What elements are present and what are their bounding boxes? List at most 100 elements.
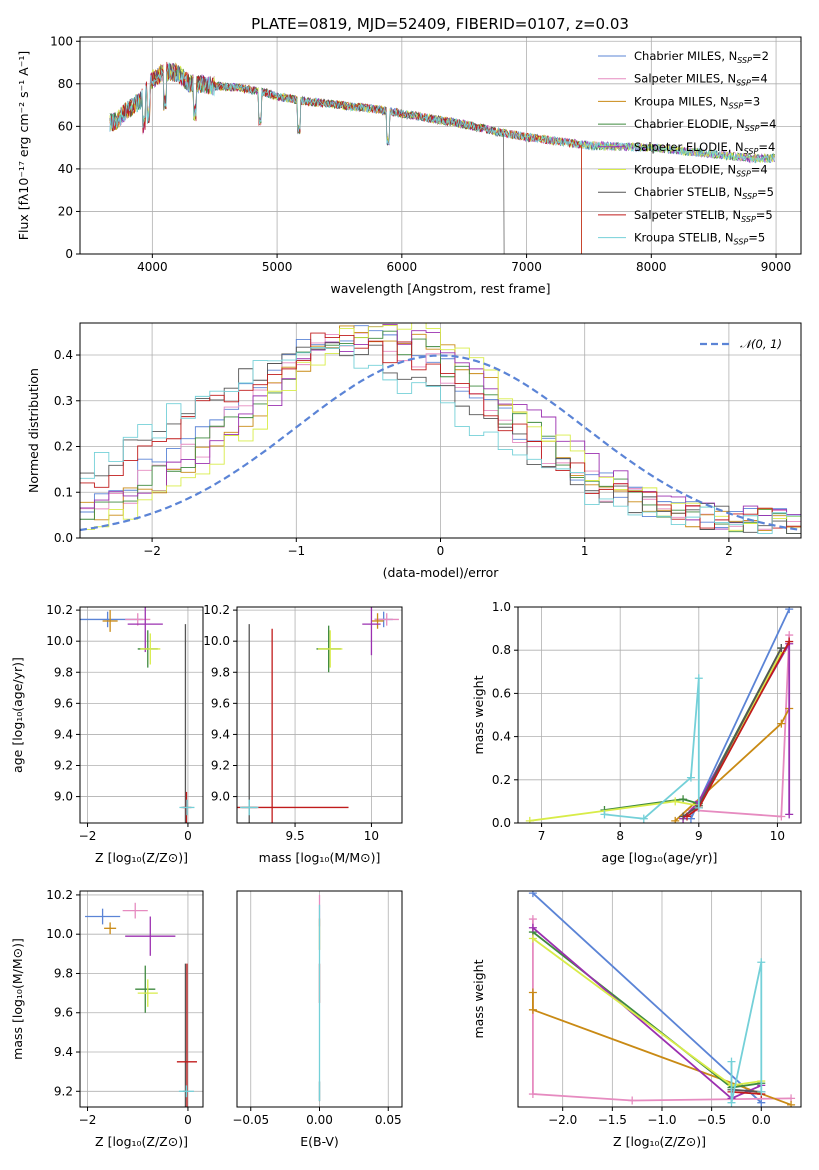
- panel-4: 9.5 10 9.0 9.2 9.4 9.6 9.8 10.0 10.2 mass [log₁₀(…: [203, 603, 403, 865]
- normal-reference-curve: [80, 354, 801, 532]
- plot-area: [80, 323, 801, 534]
- mass-weight-line: [532, 937, 762, 1087]
- x-tick-label: 0: [184, 829, 192, 843]
- x-tick-label: 9.5: [286, 829, 305, 843]
- y-tick-label: 100: [50, 34, 73, 48]
- plot-area: [528, 891, 796, 1107]
- data-point-marker: [777, 812, 786, 821]
- residual-histogram: [80, 323, 801, 531]
- x-tick-label: 1: [581, 544, 589, 558]
- y-tick-label: 40: [58, 162, 73, 176]
- mass-weight-line: [532, 931, 762, 1089]
- legend-entry: Salpeter MILES, NSSP=4: [634, 72, 768, 88]
- y-tick-label: 10.2: [203, 603, 230, 617]
- residual-histogram: [80, 330, 801, 534]
- data-point-marker: [757, 1098, 766, 1107]
- x-tick-label: −1: [287, 544, 305, 558]
- data-point-marker: [694, 803, 703, 812]
- x-tick-label: −1.0: [647, 1113, 676, 1127]
- y-tick-label: 9.6: [54, 1006, 73, 1020]
- residual-histogram: [80, 332, 801, 529]
- panel-3: −2 0 9.0 9.2 9.4 9.6 9.8 10.0 10.2 Z [log₁₀(Z/Z⊙)…: [10, 603, 204, 865]
- mass-weight-line: [731, 1091, 762, 1095]
- x-tick-label: 10: [364, 829, 379, 843]
- x-tick-label: 0: [184, 1113, 192, 1127]
- mass-weight-line: [604, 678, 700, 820]
- legend-entry: 𝒩(0, 1): [740, 337, 782, 351]
- x-axis-label: E(B-V): [300, 1134, 339, 1149]
- data-point-marker: [727, 1098, 736, 1107]
- mass-weight-line: [690, 608, 791, 820]
- axes-frame: [79, 890, 204, 1108]
- residual-histogram: [80, 344, 801, 534]
- axes-frame: [236, 606, 403, 824]
- data-point-marker: [528, 934, 537, 943]
- y-tick-label: 0.3: [54, 394, 73, 408]
- data-point-marker: [787, 1100, 796, 1107]
- y-tick-label: 0.4: [54, 348, 73, 362]
- y-tick-label: 10.0: [46, 927, 73, 941]
- data-point-marker: [686, 773, 695, 782]
- data-point-marker: [785, 607, 794, 614]
- mass-weight-line: [532, 927, 762, 1100]
- mass-weight-line: [604, 647, 783, 811]
- axes-frame: [517, 890, 802, 1108]
- y-tick-label: 10.2: [46, 603, 73, 617]
- x-axis-label: wavelength [Angstrom, rest frame]: [330, 281, 550, 296]
- legend-entry: Chabrier ELODIE, NSSP=4: [634, 117, 776, 133]
- y-tick-label: 0.6: [492, 686, 511, 700]
- data-point-marker: [600, 810, 609, 819]
- legend-entry: Salpeter ELODIE, NSSP=4: [634, 140, 775, 156]
- panel-6: −2 0 9.2 9.4 9.6 9.8 10.0 10.2 Z [log₁₀(Z/Z⊙)] ma…: [10, 888, 204, 1149]
- x-tick-label: −2: [143, 544, 161, 558]
- x-tick-label: 7: [538, 829, 546, 843]
- y-tick-label: 0.4: [492, 730, 511, 744]
- y-tick-label: 80: [58, 77, 73, 91]
- x-axis-label: Z [log₁₀(Z/Z⊙)]: [95, 850, 188, 865]
- data-point-marker: [785, 637, 794, 646]
- mass-weight-line: [730, 962, 763, 1103]
- data-point-marker: [528, 923, 537, 932]
- data-point-marker: [671, 816, 680, 823]
- data-point-marker: [528, 988, 537, 997]
- data-point-marker: [683, 812, 692, 821]
- x-tick-label: 0.0: [752, 1113, 771, 1127]
- panel-5: 7 8 9 10 0.0 0.2 0.4 0.6 0.8 1.0 age [log₁₀(age/yr…: [471, 600, 802, 865]
- x-tick-label: 6000: [387, 260, 418, 274]
- y-axis-label: age [log₁₀(age/yr)]: [10, 657, 25, 773]
- y-tick-label: 9.8: [54, 665, 73, 679]
- plot-area: [80, 607, 195, 823]
- x-axis-label: (data-model)/error: [383, 565, 500, 580]
- x-tick-label: 8: [616, 829, 624, 843]
- legend-entry: Kroupa MILES, NSSP=3: [634, 94, 760, 110]
- legend-entry: Chabrier STELIB, NSSP=5: [634, 185, 774, 201]
- legend-entry: Kroupa ELODIE, NSSP=4: [634, 163, 768, 179]
- x-tick-label: 8000: [636, 260, 667, 274]
- x-axis-label: Z [log₁₀(Z/Z⊙)]: [613, 1134, 706, 1149]
- data-point-marker: [694, 674, 703, 683]
- x-axis-label: Z [log₁₀(Z/Z⊙)]: [95, 1134, 188, 1149]
- y-tick-label: 1.0: [492, 600, 511, 614]
- x-tick-label: 9: [695, 829, 703, 843]
- y-axis-label: mass weight: [471, 959, 486, 1038]
- y-axis-label: Flux [fλ10⁻¹⁷ erg cm⁻² s⁻¹ A⁻¹]: [16, 51, 31, 240]
- data-point-marker: [671, 797, 680, 806]
- data-point-marker: [525, 816, 534, 823]
- legend-entry: Chabrier MILES, NSSP=2: [634, 49, 769, 65]
- x-tick-label: −2.0: [548, 1113, 577, 1127]
- y-tick-label: 9.0: [54, 790, 73, 804]
- x-tick-label: 10: [770, 829, 785, 843]
- spectrum-line: [109, 62, 775, 164]
- y-tick-label: 0.2: [492, 773, 511, 787]
- x-tick-label: 5000: [262, 260, 293, 274]
- plot-area: [525, 607, 794, 823]
- mass-weight-line: [529, 651, 783, 822]
- plot-area: [109, 61, 775, 254]
- y-axis-label: Normed distribution: [26, 368, 41, 493]
- x-tick-label: −2: [79, 1113, 97, 1127]
- y-tick-label: 9.6: [211, 696, 230, 710]
- spectrum-line: [109, 63, 505, 254]
- mass-weight-line: [532, 892, 762, 1104]
- data-point-marker: [528, 891, 537, 898]
